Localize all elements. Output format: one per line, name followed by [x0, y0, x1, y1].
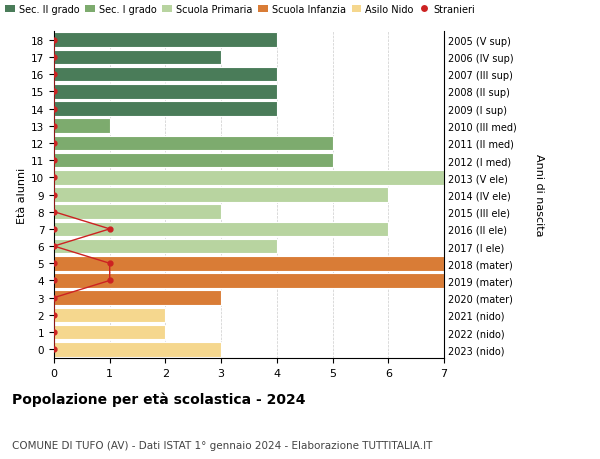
Bar [54, 136, 332, 151]
Bar [54, 171, 444, 185]
Bar [54, 85, 277, 100]
Bar [54, 119, 110, 134]
Legend: Sec. II grado, Sec. I grado, Scuola Primaria, Scuola Infanzia, Asilo Nido, Stran: Sec. II grado, Sec. I grado, Scuola Prim… [5, 5, 475, 15]
Bar [54, 342, 221, 357]
Bar [54, 188, 388, 202]
Bar [54, 291, 221, 305]
Y-axis label: Anni di nascita: Anni di nascita [533, 154, 544, 236]
Bar [54, 325, 166, 340]
Text: COMUNE DI TUFO (AV) - Dati ISTAT 1° gennaio 2024 - Elaborazione TUTTITALIA.IT: COMUNE DI TUFO (AV) - Dati ISTAT 1° genn… [12, 440, 433, 450]
Bar [54, 239, 277, 254]
Bar [54, 50, 221, 65]
Text: Popolazione per età scolastica - 2024: Popolazione per età scolastica - 2024 [12, 392, 305, 406]
Bar [54, 274, 444, 288]
Bar [54, 102, 277, 117]
Bar [54, 257, 444, 271]
Bar [54, 308, 166, 322]
Bar [54, 205, 221, 219]
Bar [54, 34, 277, 48]
Bar [54, 153, 332, 168]
Bar [54, 68, 277, 82]
Bar [54, 222, 388, 237]
Y-axis label: Età alunni: Età alunni [17, 167, 27, 223]
